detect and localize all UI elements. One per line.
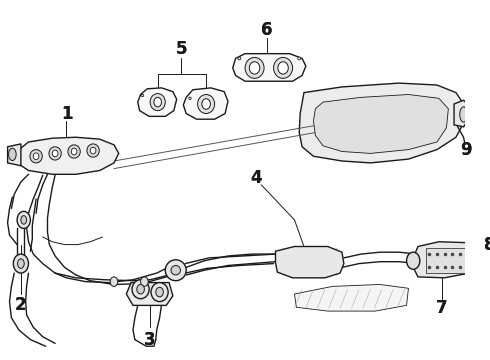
- Polygon shape: [233, 54, 306, 81]
- Ellipse shape: [273, 58, 293, 78]
- Text: 1: 1: [61, 104, 72, 122]
- Ellipse shape: [49, 147, 61, 160]
- Ellipse shape: [90, 147, 96, 154]
- Ellipse shape: [151, 283, 168, 302]
- Ellipse shape: [407, 252, 420, 269]
- Polygon shape: [15, 137, 119, 174]
- Ellipse shape: [30, 150, 42, 163]
- Ellipse shape: [110, 277, 118, 287]
- Text: 9: 9: [460, 141, 471, 159]
- Ellipse shape: [189, 97, 191, 99]
- Ellipse shape: [202, 99, 210, 109]
- Ellipse shape: [21, 216, 26, 224]
- Ellipse shape: [137, 284, 145, 294]
- Polygon shape: [413, 242, 473, 278]
- Ellipse shape: [71, 148, 77, 155]
- Ellipse shape: [245, 58, 264, 78]
- Ellipse shape: [141, 94, 144, 96]
- Polygon shape: [454, 100, 467, 127]
- Text: 2: 2: [15, 296, 27, 314]
- Ellipse shape: [165, 260, 186, 281]
- Ellipse shape: [278, 62, 288, 74]
- Polygon shape: [8, 144, 21, 166]
- Text: 9: 9: [460, 141, 471, 159]
- Text: 5: 5: [176, 40, 187, 58]
- Ellipse shape: [33, 153, 39, 159]
- Ellipse shape: [13, 254, 28, 273]
- Ellipse shape: [150, 94, 165, 111]
- Ellipse shape: [156, 287, 163, 297]
- Ellipse shape: [8, 148, 16, 161]
- Text: 7: 7: [436, 299, 447, 317]
- Text: 8: 8: [485, 235, 490, 253]
- Text: 1: 1: [61, 104, 72, 122]
- Text: 3: 3: [144, 330, 156, 348]
- Polygon shape: [425, 248, 466, 273]
- Polygon shape: [294, 284, 409, 311]
- Ellipse shape: [238, 57, 241, 60]
- Ellipse shape: [132, 280, 149, 299]
- Ellipse shape: [18, 259, 24, 268]
- Ellipse shape: [460, 107, 467, 122]
- Ellipse shape: [17, 211, 30, 229]
- Polygon shape: [299, 83, 464, 163]
- Text: 6: 6: [261, 21, 272, 39]
- Ellipse shape: [298, 57, 301, 60]
- Ellipse shape: [154, 97, 162, 107]
- Text: 8: 8: [485, 235, 490, 253]
- Polygon shape: [183, 88, 228, 119]
- Ellipse shape: [87, 144, 99, 157]
- Ellipse shape: [141, 277, 148, 287]
- Text: 2: 2: [15, 296, 27, 314]
- Polygon shape: [138, 88, 177, 116]
- Text: 6: 6: [261, 21, 272, 39]
- Ellipse shape: [52, 150, 58, 157]
- Text: 4: 4: [251, 169, 262, 187]
- Ellipse shape: [249, 62, 260, 74]
- Text: 3: 3: [144, 330, 156, 348]
- Ellipse shape: [171, 265, 180, 275]
- Text: 4: 4: [251, 169, 262, 187]
- Polygon shape: [314, 95, 448, 153]
- Polygon shape: [126, 283, 173, 305]
- Polygon shape: [275, 247, 344, 278]
- Text: 5: 5: [176, 40, 187, 58]
- Text: 7: 7: [436, 299, 447, 317]
- Ellipse shape: [68, 145, 80, 158]
- Ellipse shape: [197, 95, 215, 113]
